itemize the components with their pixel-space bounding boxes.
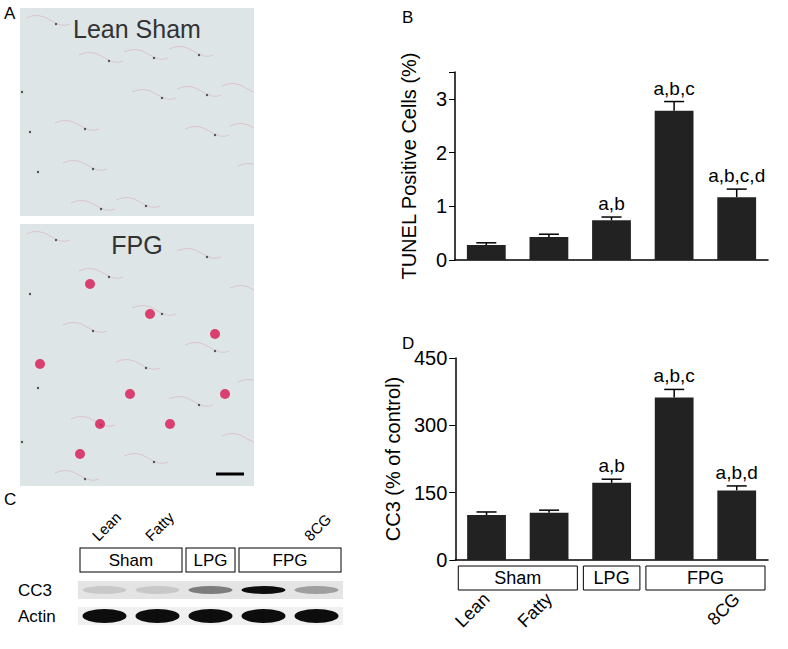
svg-text:LPG: LPG xyxy=(193,551,227,570)
svg-text:a,b,d: a,b,d xyxy=(716,462,758,483)
svg-text:0: 0 xyxy=(436,249,447,271)
svg-text:450: 450 xyxy=(414,347,447,369)
svg-text:a,b: a,b xyxy=(598,455,624,476)
svg-text:TUNEL Positive Cells (%): TUNEL Positive Cells (%) xyxy=(398,52,420,279)
svg-text:D: D xyxy=(402,334,414,353)
svg-text:0: 0 xyxy=(436,549,447,571)
svg-text:Actin: Actin xyxy=(18,607,56,626)
svg-text:Lean: Lean xyxy=(89,509,125,545)
html-text:C: C xyxy=(4,490,17,509)
svg-text:CC3: CC3 xyxy=(18,581,52,600)
svg-text:150: 150 xyxy=(414,482,447,504)
svg-text:LPG: LPG xyxy=(594,568,630,588)
svg-text:3: 3 xyxy=(436,88,447,110)
svg-text:8CG: 8CG xyxy=(704,589,744,629)
svg-text:FPG: FPG xyxy=(273,551,308,570)
svg-text:a,b: a,b xyxy=(598,193,624,214)
svg-text:CC3 (% of control): CC3 (% of control) xyxy=(382,377,404,542)
svg-text:Sham: Sham xyxy=(109,551,153,570)
html-text:A: A xyxy=(4,4,16,23)
svg-text:Fatty: Fatty xyxy=(514,589,556,631)
svg-text:FPG: FPG xyxy=(111,231,162,259)
svg-text:a,b,c,d: a,b,c,d xyxy=(708,165,765,186)
svg-text:Sham: Sham xyxy=(494,568,541,588)
svg-text:a,b,c: a,b,c xyxy=(654,365,695,386)
svg-text:1: 1 xyxy=(436,195,447,217)
svg-text:B: B xyxy=(402,8,413,27)
svg-text:a,b,c: a,b,c xyxy=(653,78,694,99)
svg-text:FPG: FPG xyxy=(687,568,724,588)
svg-text:2: 2 xyxy=(436,142,447,164)
svg-text:300: 300 xyxy=(414,414,447,436)
svg-text:Lean Sham: Lean Sham xyxy=(73,15,201,43)
svg-text:Lean: Lean xyxy=(451,589,493,631)
svg-text:8CG: 8CG xyxy=(301,510,335,544)
svg-text:Fatty: Fatty xyxy=(142,508,178,544)
